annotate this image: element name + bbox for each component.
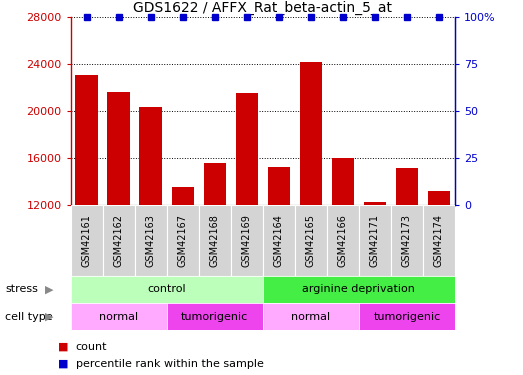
Bar [103,205,135,276]
Bar [235,93,258,205]
Bar [428,191,450,205]
Text: normal: normal [291,312,331,321]
Text: count: count [76,342,107,352]
Text: ■: ■ [58,342,68,352]
Text: tumorigenic: tumorigenic [181,312,248,321]
Text: ▶: ▶ [46,312,54,321]
Text: control: control [147,285,186,294]
Bar [71,205,103,276]
Text: GSM42163: GSM42163 [146,214,156,267]
Text: normal: normal [99,312,138,321]
Bar [203,163,226,205]
Bar [167,205,199,276]
Bar [75,75,98,205]
Bar [332,158,354,205]
Text: GSM42169: GSM42169 [242,214,252,267]
Text: GSM42173: GSM42173 [402,214,412,267]
Bar [71,303,167,330]
Bar [263,276,455,303]
Text: GSM42168: GSM42168 [210,214,220,267]
Title: GDS1622 / AFFX_Rat_beta-actin_5_at: GDS1622 / AFFX_Rat_beta-actin_5_at [133,1,392,15]
Text: GSM42167: GSM42167 [178,214,188,267]
Bar [423,205,455,276]
Bar [135,205,167,276]
Text: stress: stress [5,285,38,294]
Text: GSM42174: GSM42174 [434,214,444,267]
Text: ▶: ▶ [46,285,54,294]
Bar [167,303,263,330]
Bar [327,205,359,276]
Bar [140,108,162,205]
Text: percentile rank within the sample: percentile rank within the sample [76,359,264,369]
Text: arginine deprivation: arginine deprivation [302,285,415,294]
Bar [268,167,290,205]
Bar [172,187,194,205]
Text: GSM42166: GSM42166 [338,214,348,267]
Bar [391,205,423,276]
Text: GSM42161: GSM42161 [82,214,92,267]
Bar [199,205,231,276]
Bar [359,205,391,276]
Bar [231,205,263,276]
Text: GSM42162: GSM42162 [113,214,123,267]
Bar [363,202,386,205]
Bar [295,205,327,276]
Text: GSM42165: GSM42165 [306,214,316,267]
Text: GSM42171: GSM42171 [370,214,380,267]
Text: ■: ■ [58,359,68,369]
Text: GSM42164: GSM42164 [274,214,284,267]
Bar [263,303,359,330]
Bar [71,276,263,303]
Bar [107,92,130,205]
Text: tumorigenic: tumorigenic [373,312,440,321]
Bar [300,62,322,205]
Bar [263,205,295,276]
Bar [359,303,455,330]
Bar [396,168,418,205]
Text: cell type: cell type [5,312,53,321]
